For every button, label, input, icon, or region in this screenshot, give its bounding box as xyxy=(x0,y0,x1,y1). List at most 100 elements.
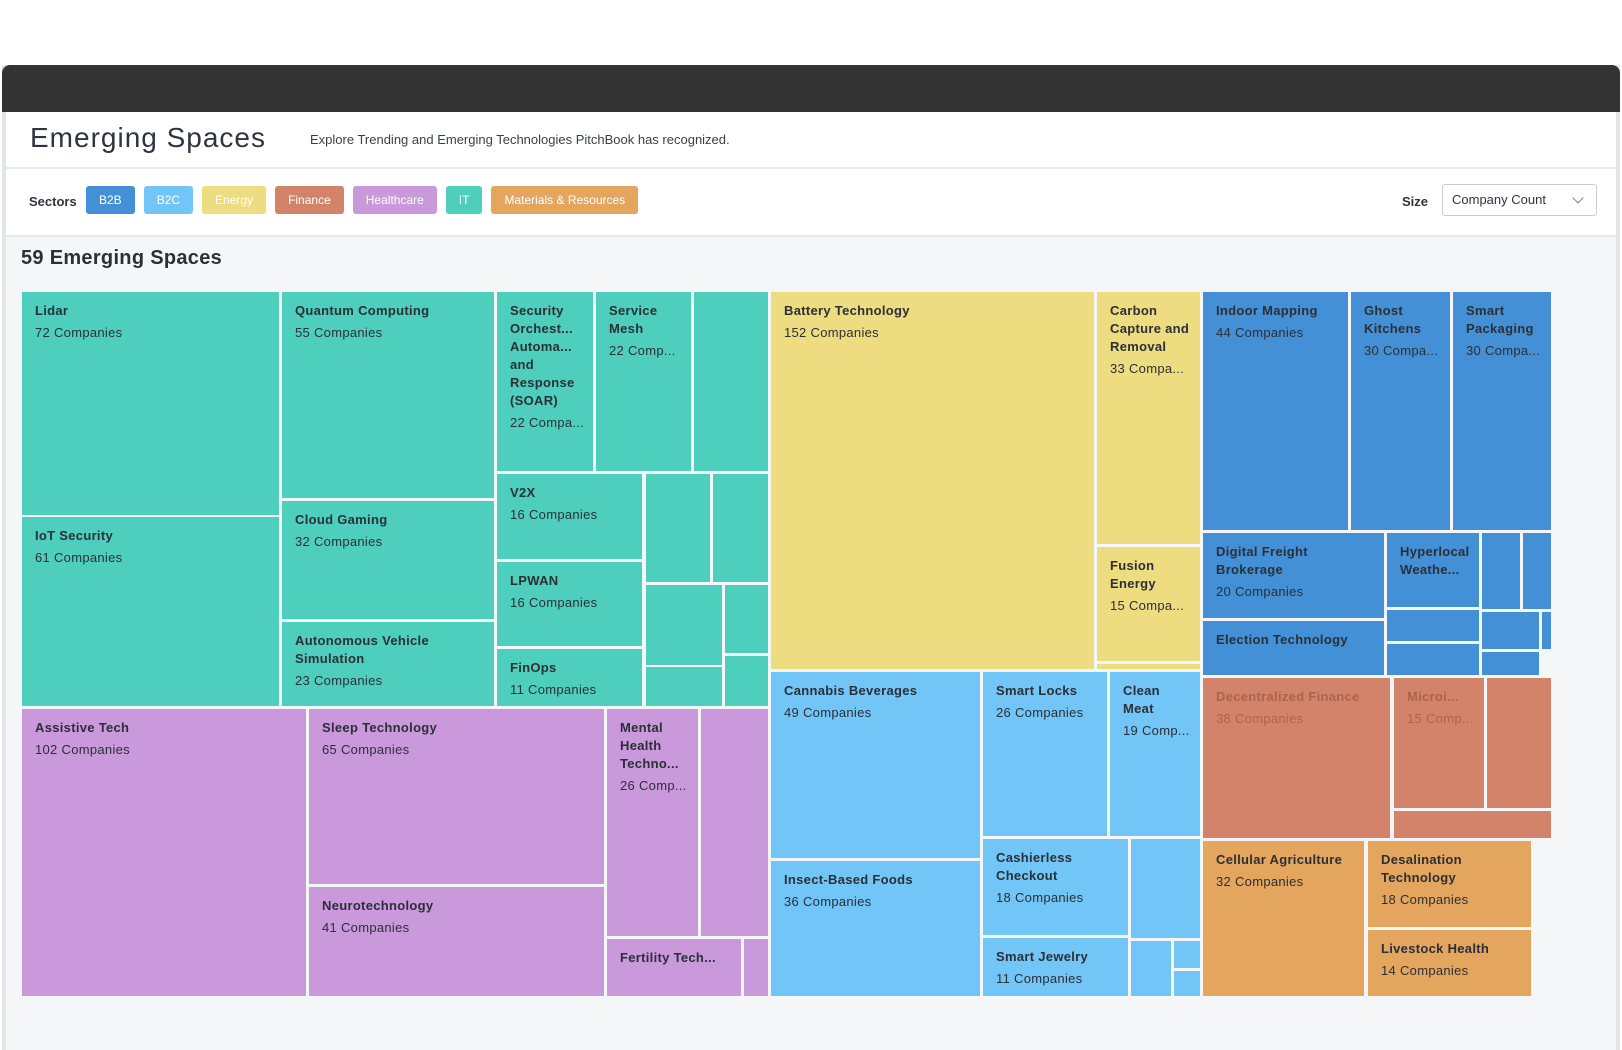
treemap-tile-indoor-mapping[interactable]: Indoor Mapping 44 Companies xyxy=(1203,292,1348,530)
sector-chip-it[interactable]: IT xyxy=(445,186,483,214)
treemap-tile-cannabis-beverages[interactable]: Cannabis Beverages 49 Companies xyxy=(771,672,980,858)
tile-company-count: 102 Companies xyxy=(35,742,130,757)
treemap-tile-unlabeled-35[interactable] xyxy=(1131,941,1171,996)
tile-name: Microi... xyxy=(1407,689,1459,704)
tile-company-count: 30 Compa... xyxy=(1364,343,1439,358)
treemap-tile-assistive-tech[interactable]: Assistive Tech 102 Companies xyxy=(22,709,306,996)
treemap-tile-livestock-health[interactable]: Livestock Health 14 Companies xyxy=(1368,930,1531,996)
treemap-tile-lidar[interactable]: Lidar 72 Companies xyxy=(22,292,279,515)
tile-company-count: 30 Compa... xyxy=(1466,343,1541,358)
treemap-tile-unlabeled-16[interactable] xyxy=(725,656,768,706)
treemap-tile-unlabeled-50[interactable] xyxy=(1482,652,1539,675)
treemap-tile-sleep-technology[interactable]: Sleep Technology 65 Companies xyxy=(309,709,604,884)
treemap-tile-unlabeled-49[interactable] xyxy=(1542,612,1551,649)
tile-name: Battery Technology xyxy=(784,303,910,318)
sector-chip-energy[interactable]: Energy xyxy=(202,186,267,214)
treemap-tile-unlabeled-23[interactable] xyxy=(744,939,768,996)
treemap-tile-cloud-gaming[interactable]: Cloud Gaming 32 Companies xyxy=(282,501,494,619)
treemap-tile-carbon-capture-and-removal[interactable]: Carbon Capture and Removal 33 Compa... xyxy=(1097,292,1200,544)
treemap-tile-v2x[interactable]: V2X 16 Companies xyxy=(497,474,642,559)
treemap-tile-service-mesh[interactable]: Service Mesh 22 Comp... xyxy=(596,292,691,471)
treemap-tile-unlabeled-7[interactable] xyxy=(694,292,768,471)
tile-name: Neurotechnology xyxy=(322,898,434,913)
size-label: Size xyxy=(1402,194,1429,209)
treemap-tile-lpwan[interactable]: LPWAN 16 Companies xyxy=(497,562,642,646)
tile-name: Indoor Mapping xyxy=(1216,303,1318,318)
tile-name: V2X xyxy=(510,485,536,500)
treemap-tile-fusion-energy[interactable]: Fusion Energy 15 Compa... xyxy=(1097,547,1200,661)
size-select[interactable]: Company Count xyxy=(1442,184,1597,216)
tile-company-count: 22 Compa... xyxy=(510,415,585,430)
treemap-tile-unlabeled-11[interactable] xyxy=(646,474,710,582)
tile-name: Cloud Gaming xyxy=(295,512,388,527)
treemap-tile-fertility-tech[interactable]: Fertility Tech... xyxy=(607,939,741,996)
treemap-tile-unlabeled-44[interactable] xyxy=(1523,533,1551,609)
treemap-tile-cashierless-checkout[interactable]: Cashierless Checkout 18 Companies xyxy=(983,839,1128,935)
treemap-tile-cellular-agriculture[interactable]: Cellular Agriculture 32 Companies xyxy=(1203,841,1364,996)
tile-company-count: 26 Comp... xyxy=(620,778,687,793)
treemap-tile-decentralized-finance[interactable]: Decentralized Finance 38 Companies xyxy=(1203,678,1390,838)
tile-company-count: 15 Compa... xyxy=(1110,598,1185,613)
treemap-tile-unlabeled-14[interactable] xyxy=(725,585,768,653)
tile-company-count: 44 Companies xyxy=(1216,325,1304,340)
sector-chip-finance[interactable]: Finance xyxy=(275,186,344,214)
treemap-tile-insect-based-foods[interactable]: Insect-Based Foods 36 Companies xyxy=(771,861,980,996)
tile-name: Clean Meat xyxy=(1123,683,1160,716)
window-titlebar xyxy=(2,65,1620,112)
treemap-tile-desalination-technology[interactable]: Desalination Technology 18 Companies xyxy=(1368,841,1531,927)
treemap-tile-digital-freight-brokerage[interactable]: Digital Freight Brokerage 20 Companies xyxy=(1203,533,1384,618)
treemap-tile-unlabeled-33[interactable] xyxy=(1131,839,1200,938)
tile-name: Cannabis Beverages xyxy=(784,683,918,698)
treemap-tile-neurotechnology[interactable]: Neurotechnology 41 Companies xyxy=(309,887,604,996)
treemap-tile-election-technology[interactable]: Election Technology xyxy=(1203,621,1384,675)
treemap-tile-smart-jewelry[interactable]: Smart Jewelry 11 Companies xyxy=(983,938,1128,996)
treemap-tile-microi[interactable]: Microi... 15 Comp... xyxy=(1394,678,1484,808)
tile-name: Fusion Energy xyxy=(1110,558,1156,591)
tile-company-count: 65 Companies xyxy=(322,742,410,757)
treemap-tile-clean-meat[interactable]: Clean Meat 19 Comp... xyxy=(1110,672,1200,836)
treemap-tile-unlabeled-36[interactable] xyxy=(1174,941,1200,968)
sector-chip-b2b[interactable]: B2B xyxy=(86,186,135,214)
filter-bar: Sectors B2B B2C Energy Finance Healthcare IT M… xyxy=(6,169,1616,237)
treemap-tile-smart-locks[interactable]: Smart Locks 26 Companies xyxy=(983,672,1107,836)
tile-name: Sleep Technology xyxy=(322,720,438,735)
page-title: Emerging Spaces xyxy=(30,122,267,153)
tile-name: LPWAN xyxy=(510,573,559,588)
treemap-tile-smart-packaging[interactable]: Smart Packaging 30 Compa... xyxy=(1453,292,1551,530)
treemap-tile-hyperlocal-weathe[interactable]: Hyperlocal Weathe... xyxy=(1387,533,1479,607)
treemap-tile-unlabeled-48[interactable] xyxy=(1482,612,1539,649)
treemap-tile-security-orchest-automa-and-response-soar[interactable]: Security Orchest... Automa... and Respon… xyxy=(497,292,593,471)
treemap-tile-unlabeled-54[interactable] xyxy=(1394,811,1551,838)
tile-company-count: 18 Companies xyxy=(1381,892,1469,907)
treemap-tile-unlabeled-21[interactable] xyxy=(701,709,768,936)
sector-chip-healthcare[interactable]: Healthcare xyxy=(352,186,437,214)
tile-name: Decentralized Finance xyxy=(1216,689,1360,704)
treemap-tile-mental-health-techno[interactable]: Mental Health Techno... 26 Comp... xyxy=(607,709,698,936)
tile-company-count: 38 Companies xyxy=(1216,711,1304,726)
tile-name: FinOps xyxy=(510,660,557,675)
treemap-tile-autonomous-vehicle-simulation[interactable]: Autonomous Vehicle Simulation 23 Companie… xyxy=(282,622,494,706)
treemap-tile-unlabeled-13[interactable] xyxy=(646,585,722,665)
treemap-tile-unlabeled-53[interactable] xyxy=(1487,678,1551,808)
treemap-tile-battery-technology[interactable]: Battery Technology 152 Companies xyxy=(771,292,1094,669)
sector-chip-b2c[interactable]: B2C xyxy=(143,186,194,214)
treemap-tile-unlabeled-43[interactable] xyxy=(1482,533,1520,609)
sector-chip-materials-resources[interactable]: Materials & Resources xyxy=(491,186,639,214)
tile-company-count: 22 Comp... xyxy=(609,343,676,358)
treemap-tile-finops[interactable]: FinOps 11 Companies xyxy=(497,649,642,706)
tile-name: Service Mesh xyxy=(609,303,658,336)
treemap-tile-quantum-computing[interactable]: Quantum Computing 55 Companies xyxy=(282,292,494,498)
treemap-tile-unlabeled-47[interactable] xyxy=(1387,644,1479,675)
treemap-tile-unlabeled-15[interactable] xyxy=(646,667,722,706)
treemap-tile-unlabeled-27[interactable] xyxy=(1097,664,1200,669)
treemap-tile-unlabeled-46[interactable] xyxy=(1387,610,1479,641)
chevron-down-icon xyxy=(1572,192,1584,204)
tile-name: Mental Health Techno... xyxy=(620,720,679,771)
tile-name: Autonomous Vehicle Simulation xyxy=(295,633,429,666)
tile-company-count: 32 Companies xyxy=(1216,874,1304,889)
treemap-tile-ghost-kitchens[interactable]: Ghost Kitchens 30 Compa... xyxy=(1351,292,1450,530)
treemap-tile-iot-security[interactable]: IoT Security 61 Companies xyxy=(22,517,279,706)
treemap-tile-unlabeled-12[interactable] xyxy=(713,474,768,582)
treemap-tile-unlabeled-37[interactable] xyxy=(1174,971,1200,996)
